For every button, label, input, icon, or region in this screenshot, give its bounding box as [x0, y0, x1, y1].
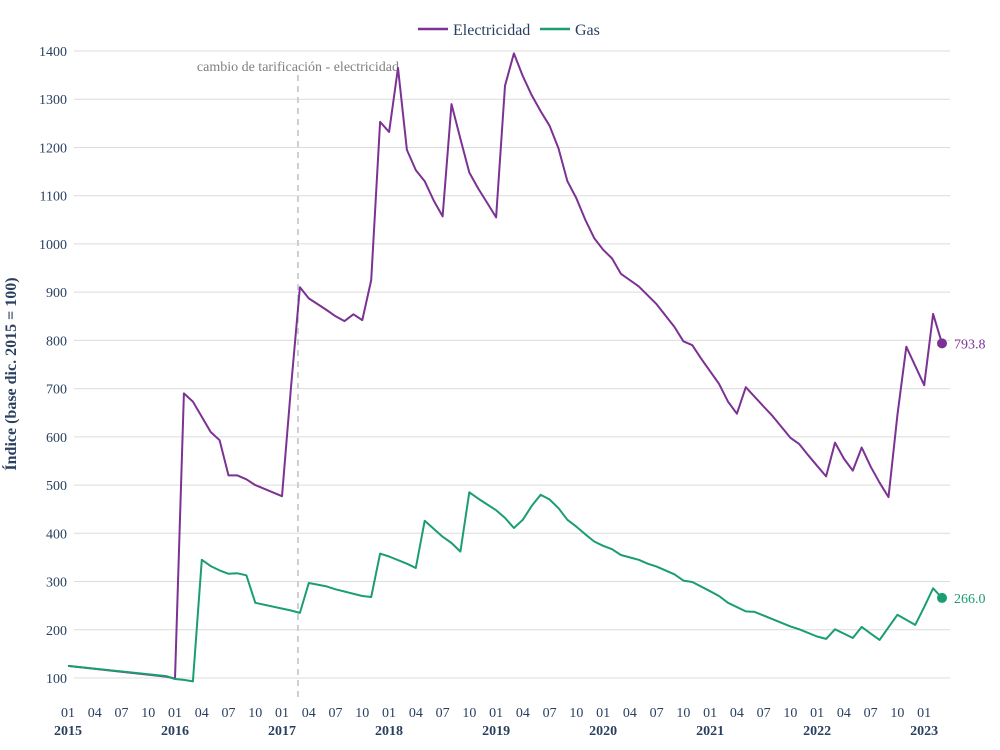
- x-tick-label: 04: [195, 706, 209, 721]
- y-tick-label: 1300: [39, 93, 67, 108]
- end-marker-gas: [937, 592, 947, 603]
- x-tick-label: 10: [676, 706, 690, 721]
- y-tick-label: 700: [46, 383, 67, 398]
- y-axis-title: Índice (base dic. 2015 = 100): [1, 277, 20, 470]
- x-tick-label: 01: [61, 706, 75, 721]
- series-end-markers: 793.8 266.0: [937, 337, 986, 607]
- x-year-label: 2017: [268, 724, 296, 739]
- x-tick-label: 01: [275, 706, 289, 721]
- x-tick-label: 10: [462, 706, 476, 721]
- y-tick-label: 200: [46, 624, 67, 639]
- y-tick-label: 1400: [39, 45, 67, 60]
- y-tick-label: 800: [46, 334, 67, 349]
- x-year-label: 2023: [910, 724, 938, 739]
- x-tick-label: 10: [141, 706, 155, 721]
- x-tick-label: 07: [864, 706, 878, 721]
- x-tick-label: 10: [890, 706, 904, 721]
- x-tick-label: 04: [730, 706, 744, 721]
- legend-label-electricidad[interactable]: Electricidad: [453, 22, 530, 39]
- x-year-label: 2018: [375, 724, 403, 739]
- end-label-gas: 266.0: [954, 592, 986, 607]
- y-tick-label: 1000: [39, 238, 67, 253]
- x-tick-label: 04: [88, 706, 102, 721]
- y-tick-label: 600: [46, 431, 67, 446]
- x-tick-label: 04: [516, 706, 530, 721]
- x-tick-label: 10: [248, 706, 262, 721]
- x-tick-label: 04: [302, 706, 316, 721]
- series-lines: [67, 52, 943, 683]
- x-tick-label: 10: [783, 706, 797, 721]
- x-tick-label: 01: [810, 706, 824, 721]
- x-tick-label: 01: [382, 706, 396, 721]
- x-tick-label: 01: [917, 706, 931, 721]
- annotation-group: cambio de tarificación - electricidad: [197, 60, 399, 700]
- x-tick-label: 01: [489, 706, 503, 721]
- x-tick-label: 07: [222, 706, 236, 721]
- x-year-label: 2016: [161, 724, 189, 739]
- x-year-label: 2022: [803, 724, 831, 739]
- x-year-label: 2021: [696, 724, 724, 739]
- y-tick-label: 500: [46, 479, 67, 494]
- end-label-electricidad: 793.8: [954, 337, 986, 352]
- x-tick-label: 07: [329, 706, 343, 721]
- x-tick-label: 04: [409, 706, 423, 721]
- x-tick-label: 01: [168, 706, 182, 721]
- x-tick-label: 01: [703, 706, 717, 721]
- series-line-electricidad: [67, 52, 943, 680]
- x-year-label: 2020: [589, 724, 617, 739]
- annotation-text: cambio de tarificación - electricidad: [197, 60, 399, 75]
- legend-label-gas[interactable]: Gas: [575, 22, 600, 39]
- y-tick-label: 400: [46, 527, 67, 542]
- y-tick-label: 1200: [39, 141, 67, 156]
- x-tick-label: 07: [757, 706, 771, 721]
- y-tick-label: 1100: [40, 190, 67, 205]
- y-tick-label: 900: [46, 286, 67, 301]
- x-tick-label: 04: [623, 706, 637, 721]
- x-year-label: 2015: [54, 724, 82, 739]
- y-tick-label: 300: [46, 576, 67, 591]
- y-axis-ticks: 100 200 300 400 500 600 700 800 900 1000 1100 1200 1…: [39, 45, 67, 687]
- x-tick-label: 10: [355, 706, 369, 721]
- series-line-gas: [67, 491, 943, 683]
- x-tick-label: 07: [115, 706, 129, 721]
- x-tick-label: 07: [436, 706, 450, 721]
- y-tick-label: 100: [46, 672, 67, 687]
- x-axis-ticks: 01 2015 04 07 10 01 2016 04 07 10 01 2017 04 07 10 01 20…: [54, 706, 938, 739]
- x-tick-label: 07: [650, 706, 664, 721]
- y-grid: [74, 50, 950, 679]
- end-marker-electricidad: [937, 338, 947, 349]
- legend[interactable]: Electricidad Gas: [418, 22, 600, 39]
- x-year-label: 2019: [482, 724, 510, 739]
- x-tick-label: 07: [543, 706, 557, 721]
- x-tick-label: 01: [596, 706, 610, 721]
- x-tick-label: 10: [569, 706, 583, 721]
- x-tick-label: 04: [837, 706, 851, 721]
